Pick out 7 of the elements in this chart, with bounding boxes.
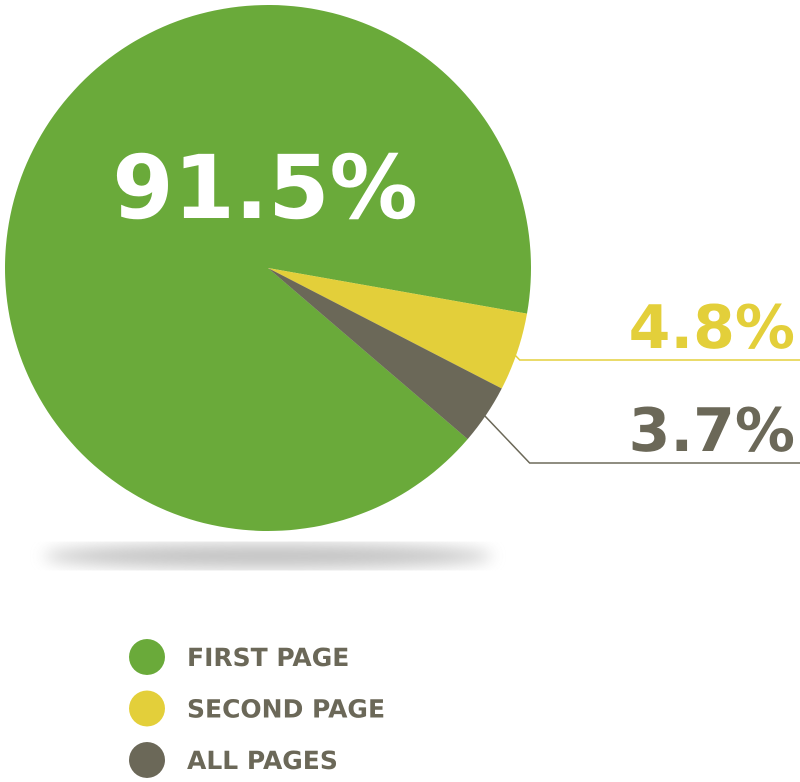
data-label: 91.5% (112, 136, 418, 239)
pie-slice (5, 5, 531, 531)
legend-label: FIRST PAGE (187, 643, 350, 672)
legend-label: SECOND PAGE (187, 694, 386, 724)
data-label: 4.8% (628, 293, 795, 363)
data-label: 3.7% (628, 396, 795, 466)
legend-label: ALL PAGES (187, 746, 338, 775)
